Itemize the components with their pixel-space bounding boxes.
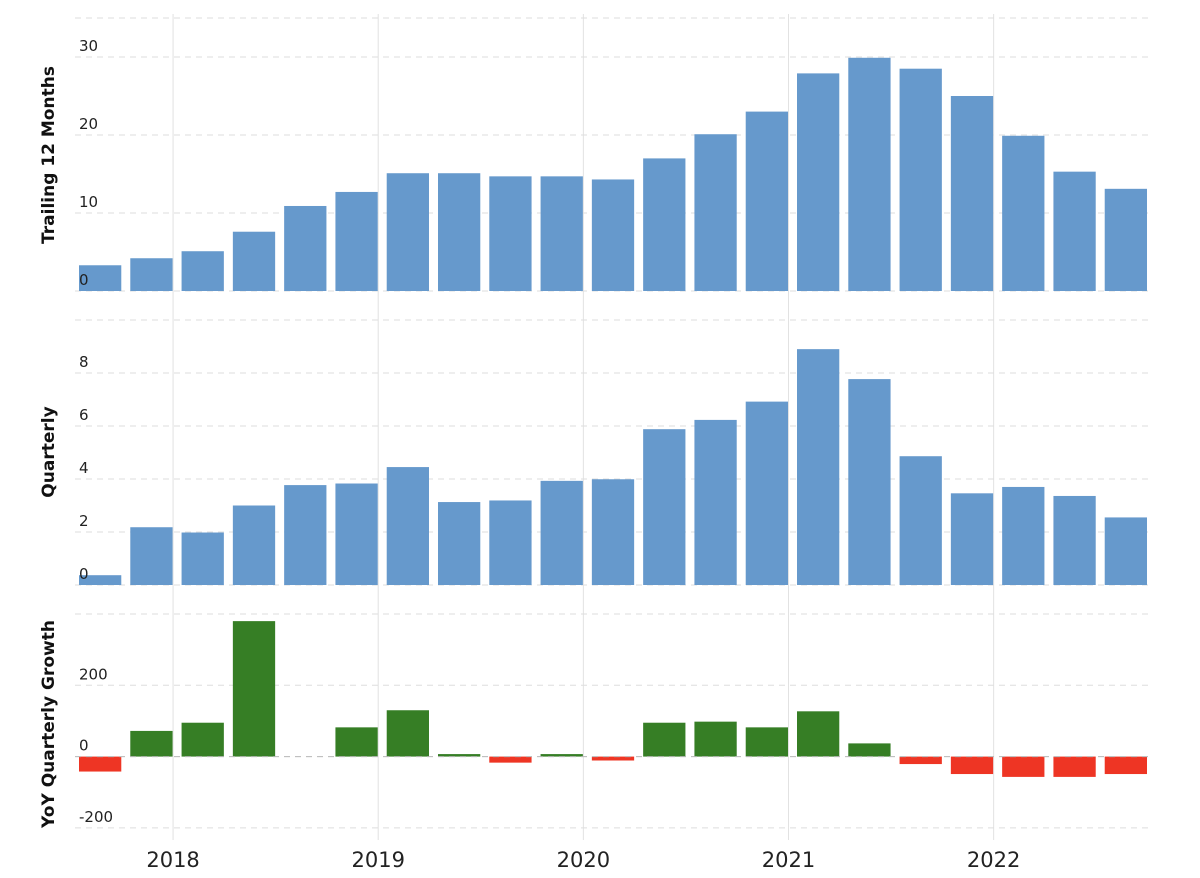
bar [797, 711, 840, 757]
bar [438, 754, 481, 757]
bar [181, 251, 224, 291]
y-tick-label: 6 [79, 406, 89, 424]
y-tick-label: 0 [79, 737, 89, 755]
x-tick-label: 2018 [146, 848, 199, 872]
bar [232, 505, 276, 585]
bar [694, 134, 737, 291]
y-tick-label: 200 [79, 665, 108, 683]
y-axis-label: Quarterly [39, 406, 59, 497]
y-tick-label: 4 [79, 459, 89, 477]
bar [1104, 756, 1147, 775]
y-tick-label: 10 [79, 193, 98, 211]
bar [181, 722, 224, 757]
bar [130, 730, 173, 757]
bar [591, 179, 635, 291]
bar [797, 349, 840, 585]
bar [950, 756, 994, 775]
bar [745, 401, 788, 585]
bar [284, 205, 327, 291]
bar [745, 727, 788, 757]
bar [1002, 135, 1045, 291]
bar [335, 191, 378, 291]
bar [694, 721, 737, 757]
bar [438, 173, 481, 291]
bar [1104, 188, 1147, 291]
bar [130, 527, 173, 585]
bar [540, 480, 583, 585]
bar [1002, 486, 1045, 585]
bar [591, 756, 635, 761]
bar [386, 710, 429, 757]
bar [232, 621, 276, 757]
bar [386, 467, 429, 585]
bar [899, 756, 942, 765]
bar [181, 532, 224, 585]
bar [643, 429, 686, 585]
bar [848, 379, 891, 585]
x-tick-label: 2021 [762, 848, 815, 872]
bar [232, 231, 276, 291]
y-tick-label: 0 [79, 271, 89, 289]
bar [1053, 171, 1096, 291]
x-tick-label: 2019 [351, 848, 404, 872]
bar [1053, 495, 1096, 585]
bar [1053, 756, 1096, 777]
bar [899, 68, 942, 291]
bar [643, 158, 686, 291]
bar [489, 176, 532, 291]
bar [540, 754, 583, 757]
x-tick-label: 2022 [967, 848, 1020, 872]
bar [540, 176, 583, 291]
y-tick-label: 8 [79, 353, 89, 371]
bar [335, 483, 378, 585]
bar [950, 493, 994, 585]
bar [79, 265, 122, 291]
bar [899, 456, 942, 585]
y-axis-label: Trailing 12 Months [39, 66, 59, 244]
bar [79, 756, 122, 772]
bar [438, 502, 481, 585]
bar [386, 173, 429, 291]
bar [848, 57, 891, 291]
bar [79, 575, 122, 585]
x-tick-label: 2020 [557, 848, 610, 872]
y-axis-label: YoY Quarterly Growth [39, 620, 59, 829]
bar [489, 500, 532, 585]
y-tick-label: -200 [79, 808, 113, 826]
bar [694, 419, 737, 585]
bar [335, 727, 378, 757]
bar [848, 743, 891, 757]
bar [950, 96, 994, 291]
bar [1002, 756, 1045, 777]
y-tick-label: 0 [79, 565, 89, 583]
bar [284, 485, 327, 585]
bar [643, 722, 686, 757]
y-tick-label: 20 [79, 115, 98, 133]
bar [489, 756, 532, 763]
bar [130, 258, 173, 291]
bar [591, 479, 635, 585]
y-tick-label: 30 [79, 37, 98, 55]
y-tick-label: 2 [79, 512, 89, 530]
bar [797, 73, 840, 291]
bar [1104, 517, 1147, 585]
bar [745, 111, 788, 291]
